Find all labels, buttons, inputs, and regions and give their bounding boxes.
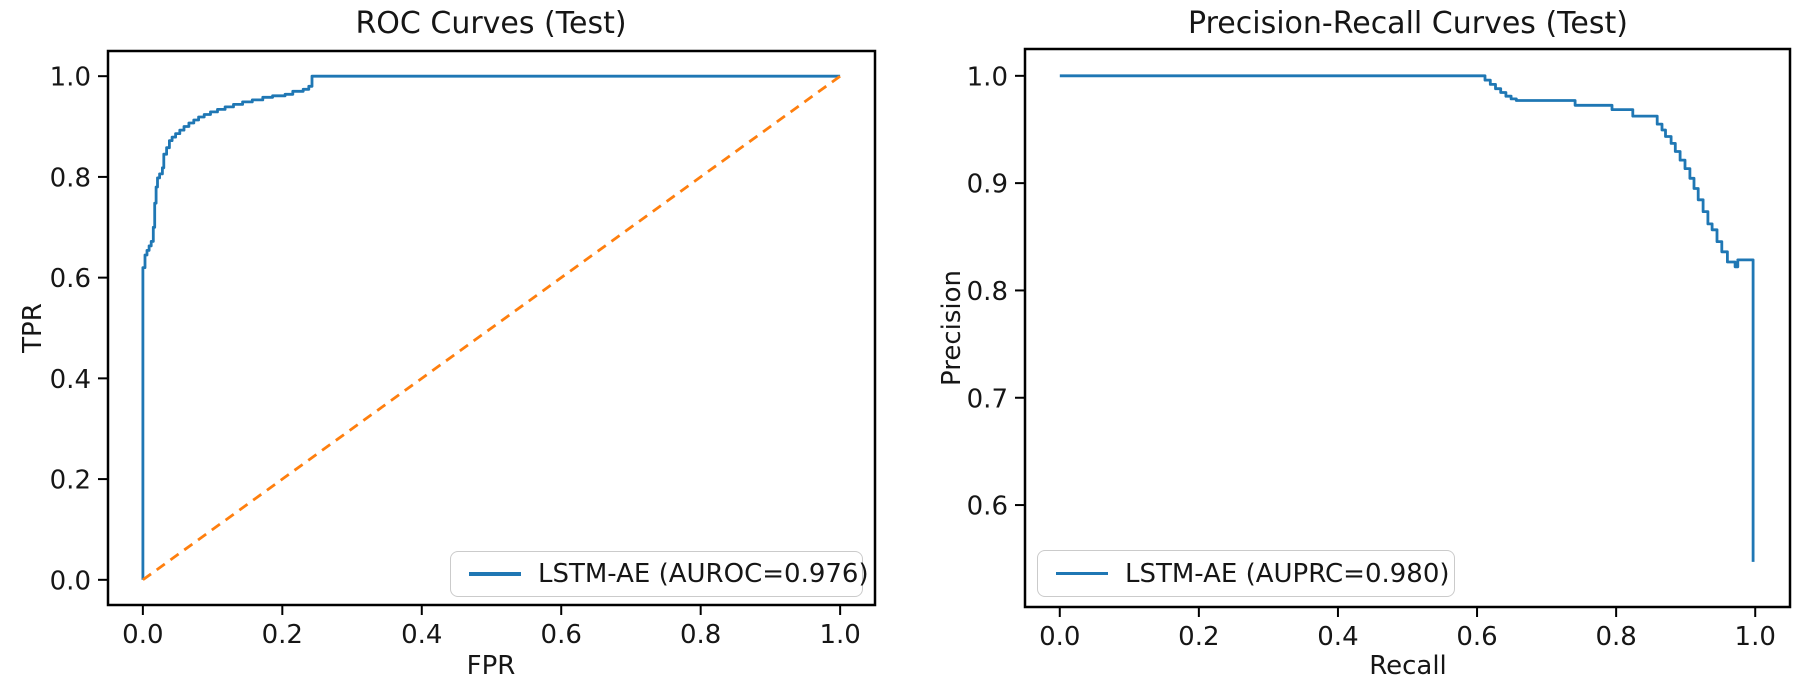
- roc-y-axis-label: TPR: [18, 303, 48, 353]
- pr-legend: LSTM-AE (AUPRC=0.980): [1037, 550, 1455, 597]
- x-tick-label: 0.0: [122, 620, 163, 650]
- y-tick-label: 0.8: [967, 277, 1008, 307]
- x-tick-label: 0.4: [1317, 622, 1358, 652]
- x-tick-label: 0.2: [1178, 622, 1219, 652]
- x-tick-label: 0.6: [1456, 622, 1497, 652]
- series-line-LSTM-AE: [141, 74, 841, 580]
- y-tick-label: 0.2: [50, 466, 91, 496]
- pr-chart-title: Precision-Recall Curves (Test): [1188, 6, 1628, 41]
- x-tick-label: 0.0: [1039, 622, 1080, 652]
- pr-x-axis-label: Recall: [1369, 651, 1447, 681]
- x-tick-label: 0.6: [541, 620, 582, 650]
- x-tick-label: 1.0: [1735, 622, 1776, 652]
- x-tick-label: 0.4: [401, 620, 442, 650]
- y-tick-label: 0.4: [50, 365, 91, 395]
- roc-legend-label: LSTM-AE (AUROC=0.976): [538, 559, 869, 589]
- y-tick-label: 1.0: [967, 62, 1008, 92]
- roc-chart-title: ROC Curves (Test): [355, 6, 627, 41]
- x-tick-label: 0.8: [680, 620, 721, 650]
- y-tick-label: 0.9: [967, 170, 1008, 200]
- x-tick-label: 0.2: [262, 620, 303, 650]
- roc-legend-line-sample: [469, 572, 521, 576]
- series-line-LSTM-AE: [1059, 74, 1755, 562]
- series-line-chance-diagonal: [142, 75, 841, 581]
- axes-frame: [106, 49, 877, 607]
- y-tick-label: 1.0: [50, 63, 91, 93]
- y-tick-label: 0.6: [967, 492, 1008, 522]
- y-tick-label: 0.6: [50, 264, 91, 294]
- pr-y-axis-label: Precision: [937, 269, 967, 387]
- x-tick-label: 0.8: [1595, 622, 1636, 652]
- roc-x-axis-label: FPR: [466, 651, 516, 681]
- axes-frame: [1023, 47, 1792, 609]
- y-tick-label: 0.8: [50, 163, 91, 193]
- pr-legend-label: LSTM-AE (AUPRC=0.980): [1125, 558, 1450, 589]
- pr-legend-line-sample: [1056, 571, 1108, 576]
- y-tick-label: 0.7: [967, 384, 1008, 414]
- roc-legend: LSTM-AE (AUROC=0.976): [450, 551, 869, 597]
- y-tick-label: 0.0: [50, 566, 91, 596]
- x-tick-label: 1.0: [819, 620, 860, 650]
